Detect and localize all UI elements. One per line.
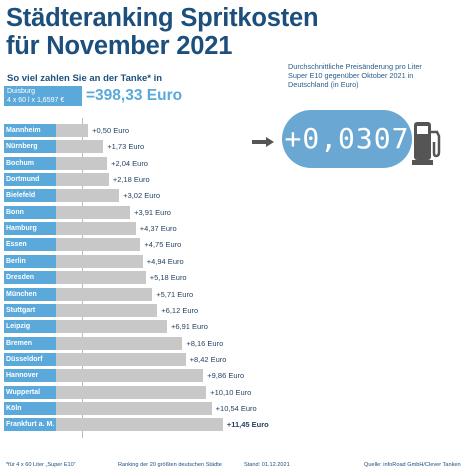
price-change-display bbox=[282, 110, 412, 168]
city-label: München bbox=[4, 287, 56, 301]
bar bbox=[56, 254, 143, 268]
city-label: Köln bbox=[4, 401, 56, 415]
city-label: Nürnberg bbox=[4, 140, 56, 154]
footer-source: Quelle: infoRoad GmbH/Clever Tanken bbox=[364, 462, 461, 468]
bar-value-label: +9,86 Euro bbox=[207, 371, 245, 381]
bar-value-label: +8,42 Euro bbox=[189, 354, 227, 364]
city-label: Berlin bbox=[4, 254, 56, 268]
price-change-caption: Durchschnittliche Preisänderung pro Lite… bbox=[288, 62, 422, 89]
city-label: Stuttgart bbox=[4, 303, 56, 317]
footer-ranking: Ranking der 20 größten deutschen Städte bbox=[118, 462, 222, 468]
city-label: Dresden bbox=[4, 271, 56, 285]
bar-value-label: +4,37 Euro bbox=[139, 224, 177, 234]
city-label: Leipzig bbox=[4, 320, 56, 334]
bar bbox=[56, 418, 223, 432]
bar-value-label: +4,94 Euro bbox=[146, 256, 184, 266]
city-label: Bielefeld bbox=[4, 189, 56, 203]
bar-value-label: +3,02 Euro bbox=[123, 191, 161, 201]
bar bbox=[56, 238, 141, 252]
bar bbox=[56, 189, 120, 203]
city-label: Frankfurt a. M. bbox=[4, 418, 56, 432]
city-label: Bremen bbox=[4, 336, 56, 350]
footer-date: Stand: 01.12.2021 bbox=[244, 462, 290, 468]
title-line-1: Städteranking Spritkosten bbox=[6, 4, 319, 32]
city-label: Mannheim bbox=[4, 124, 56, 137]
city-label: Hamburg bbox=[4, 222, 56, 236]
bar-value-label: +0,50 Euro bbox=[92, 126, 130, 135]
bar bbox=[56, 287, 153, 301]
bar bbox=[56, 352, 186, 366]
bar bbox=[56, 271, 146, 285]
bar bbox=[56, 222, 136, 236]
bar-value-label: +11,45 Euro bbox=[226, 420, 269, 430]
city-label: Düsseldorf bbox=[4, 352, 56, 366]
bar bbox=[56, 173, 109, 187]
baseline-city-box: Duisburg 4 x 60 l x 1,6597 € bbox=[4, 86, 82, 106]
subtitle: So viel zahlen Sie an der Tanke* in bbox=[7, 73, 163, 84]
arrow-right-icon bbox=[252, 137, 274, 147]
title-line-2: für November 2021 bbox=[6, 32, 233, 60]
city-label: Bochum bbox=[4, 156, 56, 170]
footer-note: *für 4 x 60 Liter „Super E10“ bbox=[6, 462, 76, 468]
bar-value-label: +10,54 Euro bbox=[215, 403, 257, 413]
fuel-pump-icon bbox=[412, 122, 441, 165]
bar bbox=[56, 336, 183, 350]
bar bbox=[56, 303, 158, 317]
bar-value-label: +10,10 Euro bbox=[210, 387, 252, 397]
city-label: Hannover bbox=[4, 369, 56, 383]
baseline-city: Duisburg bbox=[7, 88, 36, 95]
bar bbox=[56, 124, 89, 137]
bar-value-label: +8,16 Euro bbox=[186, 338, 224, 348]
baseline-value: =398,33 Euro bbox=[86, 87, 183, 104]
bar-value-label: +3,91 Euro bbox=[134, 207, 171, 217]
bar-value-label: +4,75 Euro bbox=[144, 240, 182, 250]
bar bbox=[56, 205, 131, 219]
bar bbox=[56, 385, 207, 399]
page-title: Städteranking Spritkosten für November 2… bbox=[6, 4, 319, 60]
bar-value-label: +2,04 Euro bbox=[111, 158, 148, 168]
city-label: Bonn bbox=[4, 205, 56, 219]
bar-value-label: +1,73 Euro bbox=[107, 142, 145, 152]
bar bbox=[56, 320, 167, 334]
city-label: Essen bbox=[4, 238, 56, 252]
bar-value-label: +2,18 Euro bbox=[112, 175, 150, 185]
baseline-formula: 4 x 60 l x 1,6597 € bbox=[7, 97, 65, 104]
bar-value-label: +5,71 Euro bbox=[156, 289, 194, 299]
bar bbox=[56, 156, 108, 170]
city-label: Dortmund bbox=[4, 173, 56, 187]
bar-value-label: +5,18 Euro bbox=[149, 273, 187, 283]
bar-value-label: +6,91 Euro bbox=[170, 322, 208, 332]
bar bbox=[56, 401, 212, 415]
city-label: Wuppertal bbox=[4, 385, 56, 399]
bar-value-label: +6,12 Euro bbox=[161, 305, 199, 315]
bar bbox=[56, 369, 204, 383]
price-change-value: +0,0307 bbox=[284, 122, 410, 155]
bar bbox=[56, 140, 104, 154]
